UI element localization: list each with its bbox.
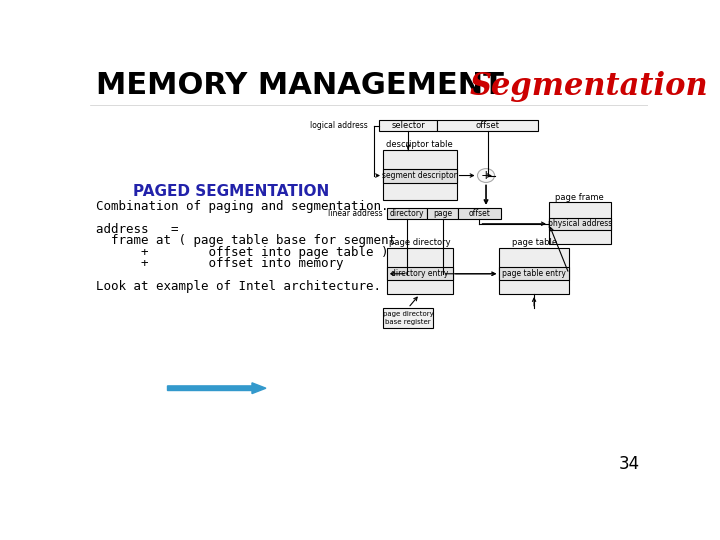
Ellipse shape xyxy=(477,168,495,183)
Bar xyxy=(383,308,433,328)
Bar xyxy=(383,168,456,183)
Text: offset: offset xyxy=(476,121,500,130)
Text: page table: page table xyxy=(511,238,557,247)
Text: directory: directory xyxy=(390,209,424,218)
Text: PAGED SEGMENTATION: PAGED SEGMENTATION xyxy=(132,184,329,199)
Bar xyxy=(437,120,538,131)
Text: linear address: linear address xyxy=(328,209,383,218)
Text: page directory: page directory xyxy=(383,311,433,317)
Text: address   =: address = xyxy=(96,222,179,235)
Text: descriptor table: descriptor table xyxy=(387,140,453,149)
Text: +        offset into memory: + offset into memory xyxy=(96,257,343,271)
Text: +        offset into page table ): + offset into page table ) xyxy=(96,246,389,259)
Text: page frame: page frame xyxy=(555,193,604,201)
Text: page table entry: page table entry xyxy=(502,269,566,278)
Text: +: + xyxy=(481,169,491,182)
Text: selector: selector xyxy=(391,121,425,130)
FancyArrow shape xyxy=(168,383,266,394)
Bar xyxy=(383,150,456,200)
Bar xyxy=(458,208,500,219)
Bar xyxy=(549,218,611,230)
Text: Look at example of Intel architecture.: Look at example of Intel architecture. xyxy=(96,280,381,293)
Text: MEMORY MANAGEMENT: MEMORY MANAGEMENT xyxy=(96,71,504,100)
Bar xyxy=(379,120,437,131)
Bar xyxy=(387,208,427,219)
Text: physical address: physical address xyxy=(548,219,612,228)
Text: directory entry: directory entry xyxy=(391,269,449,278)
Bar xyxy=(427,208,458,219)
Bar xyxy=(499,267,569,280)
Text: logical address: logical address xyxy=(310,121,367,130)
Bar xyxy=(387,248,453,294)
Text: 34: 34 xyxy=(619,455,640,473)
Text: Combination of paging and segmentation.: Combination of paging and segmentation. xyxy=(96,200,389,213)
Text: Segmentation: Segmentation xyxy=(469,71,708,102)
Bar xyxy=(387,267,453,280)
Text: segment descriptor: segment descriptor xyxy=(382,171,457,180)
Text: page: page xyxy=(433,209,452,218)
Text: base register: base register xyxy=(385,319,431,325)
Bar xyxy=(499,248,569,294)
Text: offset: offset xyxy=(469,209,490,218)
Text: page directory: page directory xyxy=(389,238,451,247)
Text: frame at ( page table base for segment: frame at ( page table base for segment xyxy=(96,234,396,247)
Bar xyxy=(549,202,611,244)
